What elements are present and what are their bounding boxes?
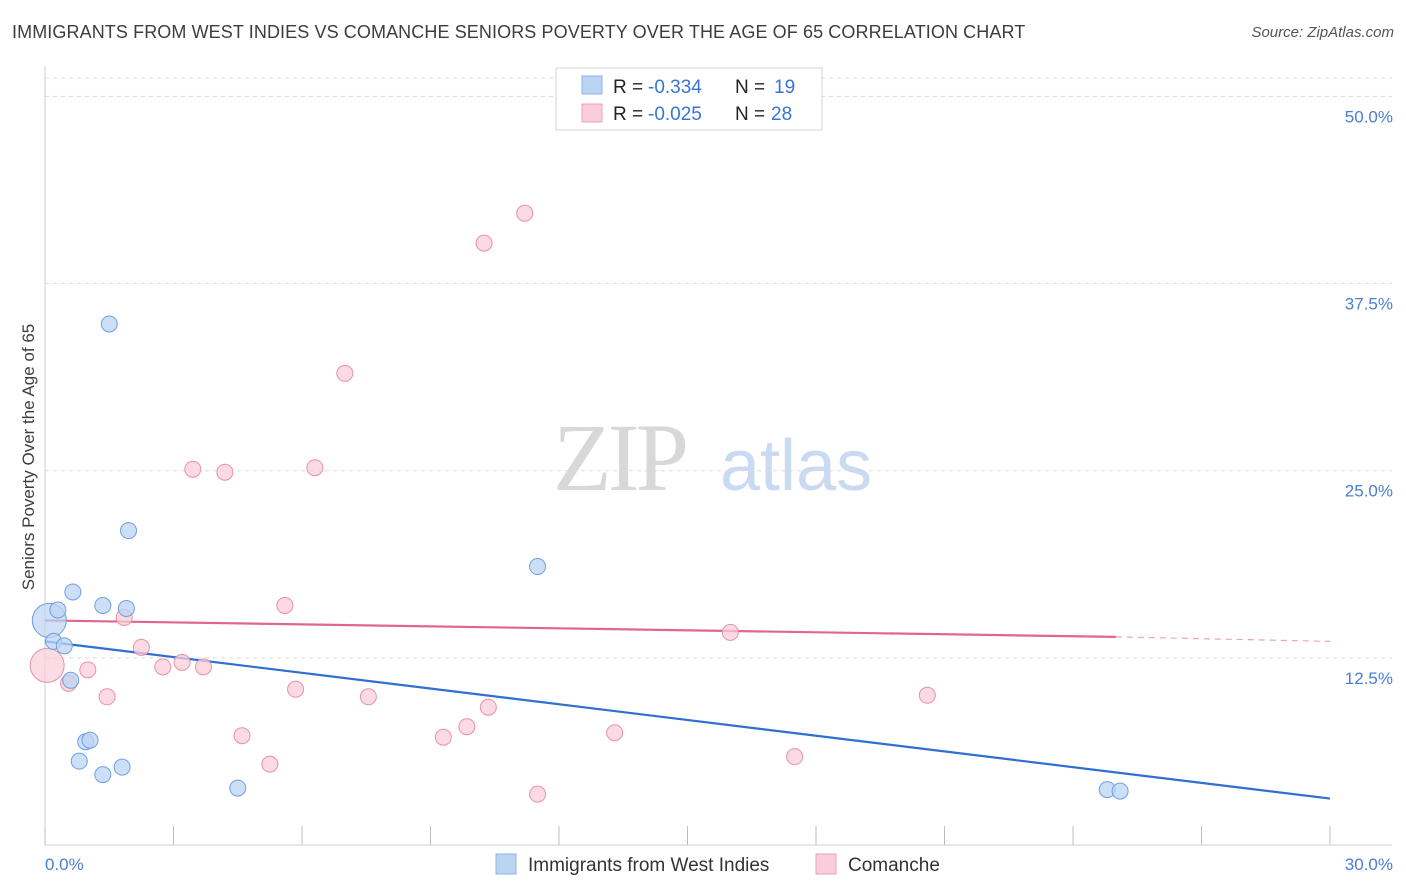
gridlines	[45, 77, 1392, 659]
bottom-legend-swatch-comanche	[815, 853, 837, 875]
point-comanche	[132, 638, 150, 656]
trend-line-comanche-extension	[1115, 636, 1331, 642]
point-comanche	[529, 785, 547, 803]
watermark-atlas: atlas	[720, 426, 872, 506]
y-tick-label: 25.0%	[1345, 482, 1393, 501]
point-comanche	[475, 234, 493, 252]
x-tick-label: 30.0%	[1345, 855, 1393, 874]
data-points	[29, 204, 1129, 803]
point-comanche	[336, 364, 354, 382]
point-west-indies	[64, 583, 82, 601]
legend-swatch-comanche	[581, 103, 603, 123]
bottom-legend: Immigrants from West Indies Comanche	[495, 853, 940, 876]
x-tick-label: 0.0%	[45, 855, 84, 874]
legend-n-label: N =	[735, 104, 765, 125]
bottom-legend-label-west-indies: Immigrants from West Indies	[528, 855, 769, 876]
y-tick-label: 37.5%	[1345, 295, 1393, 314]
legend-n-west-indies: 19	[774, 77, 795, 98]
legend-swatch-west-indies	[581, 75, 603, 95]
point-comanche	[184, 460, 202, 478]
legend-r-comanche: -0.025	[648, 104, 702, 125]
point-comanche	[287, 680, 305, 698]
point-comanche	[261, 755, 279, 773]
x-tick-labels: 0.0% 30.0%	[45, 855, 1393, 874]
legend-n-label: N =	[735, 77, 765, 98]
point-west-indies	[49, 601, 67, 619]
point-west-indies	[100, 315, 118, 333]
point-comanche	[721, 623, 739, 641]
bottom-legend-swatch-west-indies	[495, 853, 517, 875]
point-comanche	[434, 728, 452, 746]
point-comanche	[276, 596, 294, 614]
point-comanche	[306, 459, 324, 477]
point-comanche	[516, 204, 534, 222]
point-west-indies	[1111, 782, 1129, 800]
point-comanche	[606, 724, 624, 742]
point-west-indies	[120, 522, 138, 540]
watermark-zip: ZIP	[553, 404, 686, 511]
point-west-indies	[55, 637, 73, 655]
source-credit: Source: ZipAtlas.com	[1251, 24, 1394, 41]
point-west-indies	[81, 731, 99, 749]
point-west-indies	[94, 596, 112, 614]
point-comanche	[359, 688, 377, 706]
legend-r-label: R =	[613, 104, 643, 125]
point-comanche	[233, 727, 251, 745]
point-comanche	[154, 658, 172, 676]
point-west-indies	[529, 558, 547, 576]
point-comanche	[918, 686, 936, 704]
legend-n-comanche: 28	[771, 104, 792, 125]
watermark: ZIP atlas	[553, 404, 872, 511]
chart-title: IMMIGRANTS FROM WEST INDIES VS COMANCHE …	[12, 22, 1026, 42]
point-west-indies	[117, 599, 135, 617]
point-comanche	[786, 748, 804, 766]
y-tick-labels: 12.5% 25.0% 37.5% 50.0%	[1345, 107, 1393, 687]
point-west-indies	[94, 766, 112, 784]
point-comanche	[458, 718, 476, 736]
y-tick-label: 50.0%	[1345, 107, 1393, 126]
point-comanche	[216, 463, 234, 481]
legend-r-label: R =	[613, 77, 643, 98]
point-west-indies	[113, 758, 131, 776]
point-west-indies	[70, 752, 88, 770]
point-comanche	[29, 647, 65, 683]
point-comanche	[98, 688, 116, 706]
bottom-legend-label-comanche: Comanche	[848, 855, 940, 876]
point-comanche	[173, 653, 191, 671]
point-comanche	[479, 698, 497, 716]
trend-line-west-indies	[44, 640, 1331, 800]
trend-line-comanche	[44, 619, 1116, 638]
legend-box: R = -0.334 N = 19 R = -0.025 N = 28	[555, 67, 823, 131]
point-west-indies	[229, 779, 247, 797]
y-tick-label: 12.5%	[1345, 669, 1393, 688]
legend-r-west-indies: -0.334	[648, 77, 702, 98]
trend-lines	[44, 619, 1331, 800]
point-comanche	[194, 658, 212, 676]
point-comanche	[79, 661, 97, 679]
point-west-indies	[62, 671, 80, 689]
y-axis-label: Seniors Poverty Over the Age of 65	[19, 324, 38, 590]
axes	[44, 66, 1392, 846]
